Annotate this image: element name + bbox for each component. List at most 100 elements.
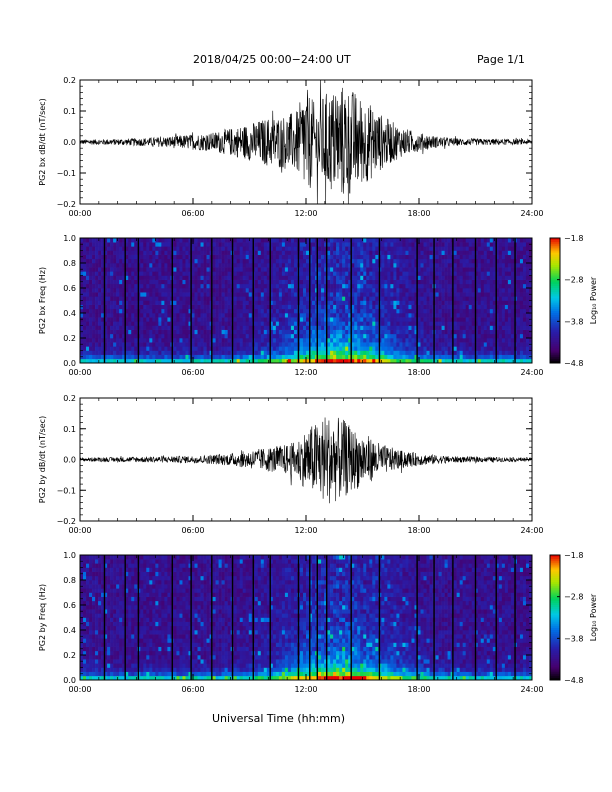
heat-cell (396, 350, 400, 355)
heat-cell (227, 238, 231, 243)
y-tick-label: 0.6 (63, 284, 76, 293)
heat-cell (194, 304, 198, 310)
heat-cell (498, 342, 503, 347)
heat-cell (519, 242, 524, 247)
heat-cell (471, 279, 476, 285)
heat-cell (405, 250, 409, 255)
heat-cell (405, 300, 409, 305)
heat-cell (348, 333, 352, 339)
heat-cell (444, 258, 448, 264)
heat-cell (158, 338, 162, 343)
heat-cell (360, 325, 364, 330)
heat-cell (203, 250, 207, 255)
heat-cell (306, 292, 310, 297)
heat-cell (474, 283, 479, 289)
heat-cell (372, 300, 376, 305)
heat-cell (354, 300, 358, 305)
heat-cell (80, 625, 84, 631)
heat-cell (302, 321, 307, 326)
heat-cell (95, 350, 99, 355)
heat-cell (492, 254, 497, 260)
heat-cell (167, 296, 171, 301)
heat-cell (266, 279, 271, 285)
heat-cell (348, 242, 352, 247)
heat-cell (309, 296, 313, 301)
y-tick-label: 0.8 (63, 259, 76, 268)
heat-cell (342, 292, 346, 297)
heat-cell (218, 246, 222, 251)
heat-cell (504, 292, 509, 297)
heat-cell (152, 288, 156, 293)
heat-cell (290, 317, 295, 322)
heat-cell (339, 263, 343, 268)
heat-cell (236, 300, 240, 305)
heat-cell (360, 300, 364, 305)
heat-cell (483, 358, 488, 364)
heat-cell (110, 258, 114, 264)
heat-cell (185, 258, 189, 264)
heat-cell (98, 350, 102, 355)
heat-cell (336, 350, 340, 355)
heat-cell (312, 317, 316, 322)
heat-cell (128, 300, 132, 305)
heat-cell (435, 308, 439, 314)
heat-cell (444, 333, 448, 339)
heat-cell (89, 304, 93, 310)
heat-cell (495, 288, 500, 293)
heat-cell (447, 346, 451, 351)
heat-cell (336, 271, 340, 276)
heat-cell (360, 246, 364, 251)
heat-cell (474, 254, 479, 260)
heat-cell (110, 300, 114, 305)
heat-cell (104, 358, 108, 364)
heat-cell (260, 296, 265, 301)
heat-cell (206, 258, 210, 264)
heat-cell (113, 300, 117, 305)
heat-cell (236, 250, 240, 255)
heat-cell (522, 346, 527, 351)
heat-cell (128, 346, 132, 351)
heat-cell (312, 304, 316, 310)
heat-cell (272, 267, 277, 272)
heat-cell (366, 238, 370, 243)
heat-cell (354, 275, 358, 280)
heat-cell (167, 279, 171, 285)
heat-cell (420, 350, 424, 355)
heat-cell (426, 271, 430, 276)
heat-cell (236, 296, 240, 301)
heat-cell (366, 346, 370, 351)
heat-cell (212, 267, 216, 272)
heat-cell (366, 296, 370, 301)
heat-cell (426, 342, 430, 347)
heat-cell (101, 358, 105, 364)
heat-cell (477, 358, 482, 364)
heat-cell (176, 263, 180, 268)
heat-cell (366, 304, 370, 310)
heat-cell (125, 329, 129, 335)
heat-cell (203, 242, 207, 247)
heat-cell (348, 254, 352, 260)
heat-cell (369, 279, 373, 285)
heat-cell (507, 267, 512, 272)
heat-cell (414, 342, 418, 347)
heat-cell (218, 313, 222, 318)
heat-cell (299, 246, 304, 251)
heat-cell (312, 258, 316, 264)
heat-cell (507, 346, 512, 351)
heat-cell (236, 267, 240, 272)
heat-cell (146, 288, 150, 293)
heat-cell (498, 267, 503, 272)
heat-cell (318, 329, 322, 335)
heat-cell (254, 242, 259, 247)
heat-cell (384, 333, 388, 339)
heat-cell (107, 271, 111, 276)
heat-cell (327, 258, 331, 264)
heat-cell (197, 292, 201, 297)
heat-cell (278, 254, 283, 260)
heat-cell (426, 333, 430, 339)
heat-cell (507, 325, 512, 330)
heat-cell (116, 279, 120, 285)
heat-cell (302, 267, 307, 272)
heat-cell (372, 279, 376, 285)
heat-cell (369, 342, 373, 347)
